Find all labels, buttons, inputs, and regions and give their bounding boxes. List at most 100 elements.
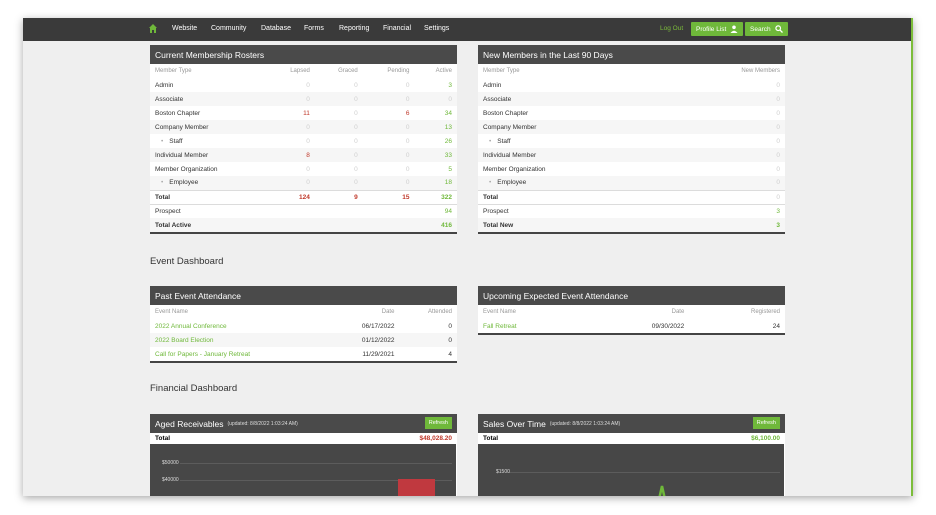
logout-link[interactable]: Log Out: [660, 25, 684, 32]
member-type-label: Admin: [483, 81, 502, 89]
col-member-type: Member Type: [155, 68, 192, 74]
total-value: $6,100.00: [751, 435, 780, 442]
pending-count: 0: [405, 81, 410, 89]
gridline: [508, 472, 780, 473]
graced-count: 0: [314, 120, 363, 134]
aged-receivables-chart: $50000 $40000: [150, 444, 456, 496]
pending-count: 0: [362, 176, 415, 190]
user-icon: [730, 25, 738, 33]
panel-title: Past Event Attendance: [150, 286, 457, 305]
member-type-label: Member Organization: [483, 165, 546, 173]
panel-title: Current Membership Rosters: [150, 45, 457, 64]
lapsed-count: 0: [306, 137, 310, 145]
active-count: 18: [414, 176, 457, 190]
member-type: Individual Member: [150, 148, 267, 162]
table-row: Member Organization 0 0 0 5: [150, 162, 457, 176]
nav-financial[interactable]: Financial: [383, 25, 412, 32]
event-date: 09/30/2022: [651, 322, 685, 330]
event-date: 11/29/2021: [362, 350, 395, 358]
new-member-count: 0: [661, 148, 785, 162]
nav-website[interactable]: Website: [172, 25, 198, 32]
table-row: Associate 0: [478, 92, 785, 106]
nav-community[interactable]: Community: [211, 25, 247, 32]
nav-reporting[interactable]: Reporting: [339, 25, 370, 32]
event-name-link[interactable]: 2022 Annual Conference: [155, 322, 227, 330]
prospect-row: Prospect 94: [150, 204, 457, 218]
table-row: • Employee 0 0 0 18: [150, 176, 457, 190]
total-active-value: 416: [414, 218, 457, 232]
member-type: • Staff: [150, 134, 267, 148]
active-count: 5: [448, 165, 452, 173]
event-name-link[interactable]: Call for Papers - January Retreat: [155, 350, 251, 358]
sales-line: [658, 485, 666, 496]
member-type: Company Member: [478, 120, 662, 134]
app-frame: Website Community Database Forms Reporti…: [23, 18, 913, 496]
member-type: Admin: [150, 78, 267, 92]
prospect-label: Prospect: [155, 207, 181, 215]
total-value: $48,028.20: [419, 435, 452, 442]
graced-count: 0: [354, 109, 358, 117]
sub-bullet: •: [489, 179, 492, 187]
event-name-link[interactable]: 2022 Board Election: [150, 333, 328, 347]
lapsed-count: 0: [266, 176, 315, 190]
profile-list-label: Profile List: [696, 25, 727, 33]
lapsed-count: 0: [266, 120, 315, 134]
financial-dashboard-heading: Financial Dashboard: [150, 383, 238, 394]
new-member-count: 0: [661, 176, 785, 190]
upcoming-events-panel: Upcoming Expected Event Attendance Event…: [478, 286, 785, 335]
nav-database[interactable]: Database: [261, 25, 291, 32]
graced-count: 0: [354, 165, 358, 173]
upcoming-events-table: Event Name Date Registered Fall Retreat 0…: [478, 305, 785, 333]
event-count: 0: [448, 322, 452, 330]
nav-forms[interactable]: Forms: [304, 25, 324, 32]
new-member-count: 0: [776, 81, 780, 89]
member-type-label: Associate: [155, 95, 184, 103]
lapsed-count: 11: [303, 109, 310, 117]
member-type-label: Company Member: [155, 123, 209, 131]
member-type-label: Employee: [169, 179, 199, 187]
table-row: 2022 Board Election 01/12/2022 0: [150, 333, 457, 347]
table-row: Boston Chapter 11 0 6 34: [150, 106, 457, 120]
panel-title-text: Aged Receivables: [155, 418, 224, 429]
lapsed-count: 0: [306, 81, 310, 89]
prospect-label: Prospect: [483, 207, 509, 215]
col-event-name: Event Name: [155, 309, 189, 315]
new-member-count: 0: [661, 92, 785, 106]
table-row: Member Organization 0: [478, 162, 785, 176]
refresh-button[interactable]: Refresh: [752, 417, 780, 429]
total-value: 0: [661, 189, 785, 205]
member-type: • Staff: [478, 134, 662, 148]
lapsed-count: 0: [266, 92, 315, 106]
table-row: Fall Retreat 09/30/2022 24: [478, 319, 785, 333]
prospect-row: Prospect 3: [478, 204, 785, 218]
total-label: Total: [478, 189, 662, 205]
event-name-link[interactable]: Fall Retreat: [483, 322, 517, 330]
top-navigation: Website Community Database Forms Reporti…: [23, 18, 911, 41]
aged-receivables-panel: Aged Receivables (updated: 8/8/2022 1:03…: [150, 414, 457, 496]
total-label: Total: [155, 435, 171, 442]
nav-settings[interactable]: Settings: [424, 25, 450, 32]
refresh-button[interactable]: Refresh: [424, 417, 452, 429]
table-header: Member Type New Members: [478, 64, 785, 78]
table-row: Admin 0: [478, 78, 785, 92]
home-icon[interactable]: [149, 24, 157, 33]
active-count: 13: [414, 120, 457, 134]
active-count: 33: [414, 148, 457, 162]
member-type: Company Member: [150, 120, 267, 134]
graced-count: 0: [314, 92, 363, 106]
member-type-label: Boston Chapter: [483, 109, 529, 117]
sub-bullet: •: [161, 179, 164, 187]
col-pending: Pending: [387, 68, 410, 74]
col-new-members: New Members: [741, 68, 780, 74]
total-active-label: Total Active: [150, 218, 267, 232]
search-button[interactable]: Search: [745, 22, 788, 36]
rosters-table: Member Type Lapsed Graced Pending Active…: [150, 64, 457, 232]
profile-list-button[interactable]: Profile List: [691, 22, 744, 36]
graced-count: 0: [314, 176, 363, 190]
total-graced: 9: [314, 189, 363, 205]
panel-title: Upcoming Expected Event Attendance: [478, 286, 785, 305]
event-dashboard-heading: Event Dashboard: [150, 256, 224, 267]
gridline: [180, 480, 452, 481]
membership-rosters-panel: Current Membership Rosters Member Type L…: [150, 45, 457, 234]
new-members-table: Member Type New Members Admin 0 Associate 0…: [478, 64, 785, 232]
